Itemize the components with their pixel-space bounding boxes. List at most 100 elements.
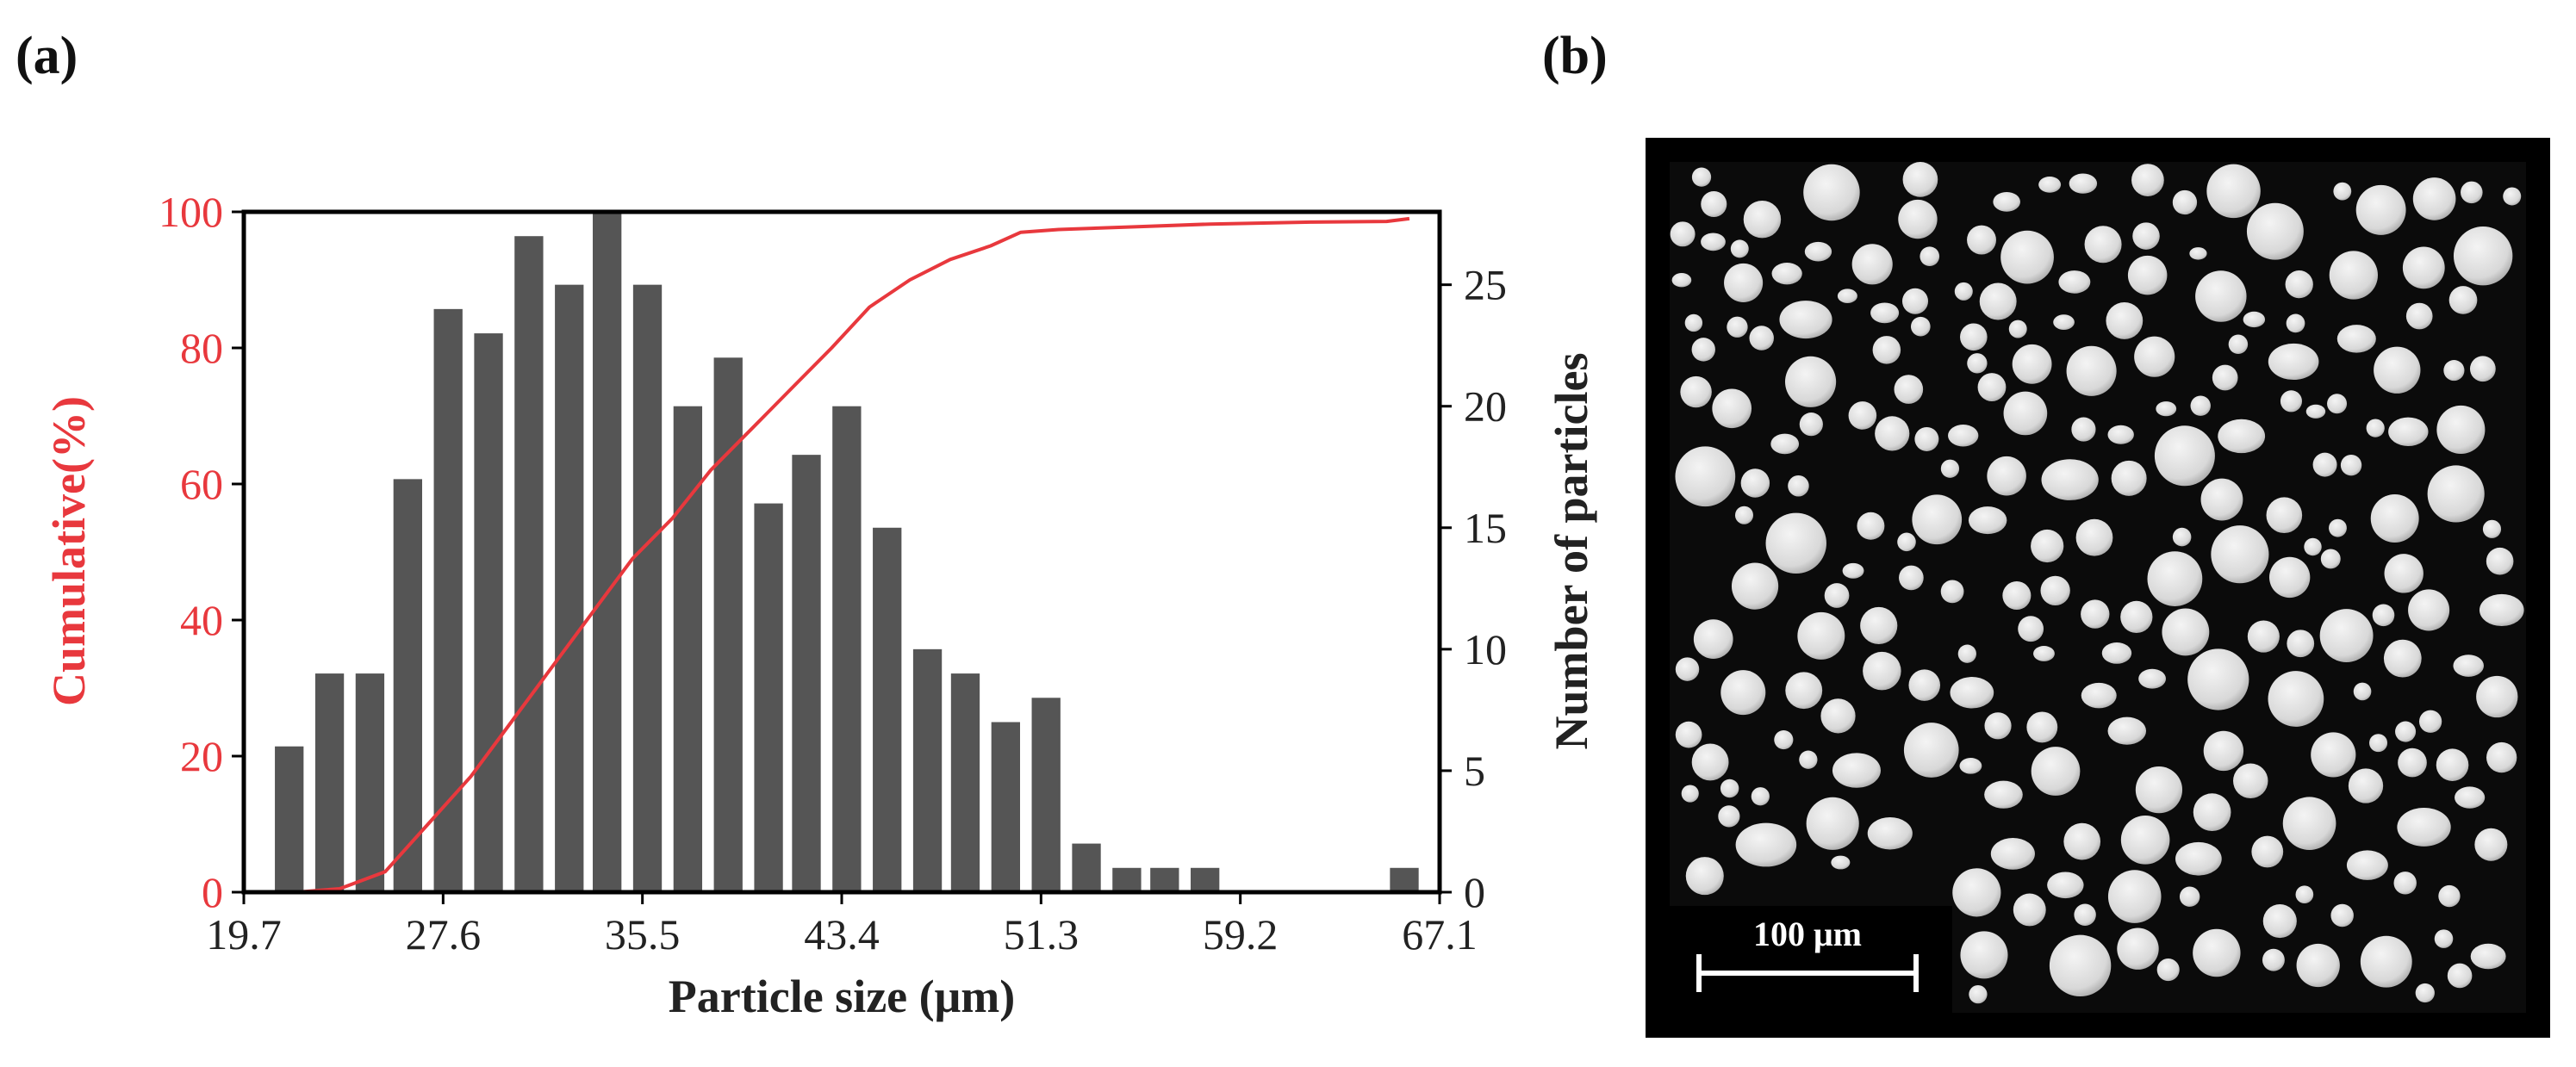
powder-particle — [2360, 935, 2412, 988]
powder-particle — [1863, 651, 1901, 691]
powder-particle — [1851, 244, 1893, 285]
powder-particle — [2206, 164, 2261, 219]
powder-particle — [2353, 682, 2372, 701]
powder-particle — [1701, 233, 1726, 251]
powder-particle — [2448, 286, 2478, 314]
x-tick-label: 35.5 — [605, 910, 681, 958]
powder-particle — [1954, 282, 1973, 301]
powder-particle — [1720, 670, 1766, 716]
powder-particle — [2040, 575, 2070, 606]
y-left-tick-label: 20 — [180, 732, 223, 780]
y-right-tick-label: 5 — [1464, 747, 1485, 795]
y-left-tick-label: 80 — [180, 324, 223, 372]
powder-particle — [1960, 323, 1988, 351]
histogram-bar — [1072, 843, 1101, 892]
powder-particle — [2436, 405, 2486, 454]
powder-particle — [2111, 460, 2147, 496]
powder-particle — [1731, 562, 1779, 610]
powder-particle — [2031, 747, 2081, 796]
powder-particle — [2189, 247, 2207, 260]
y-right-tick-label: 0 — [1464, 868, 1485, 916]
powder-particle — [2369, 734, 2388, 753]
powder-particle — [2013, 893, 2046, 927]
powder-particle — [2329, 518, 2347, 537]
powder-particle — [1824, 583, 1850, 608]
powder-particle — [2228, 334, 2249, 354]
powder-particle — [2268, 671, 2324, 727]
histogram-bar — [474, 333, 503, 893]
powder-particle — [1675, 446, 1736, 507]
powder-particle — [2282, 797, 2336, 851]
powder-particle — [1848, 401, 1877, 430]
powder-particle — [2127, 255, 2168, 295]
powder-particle — [2393, 872, 2417, 895]
powder-particle — [2162, 608, 2210, 656]
powder-particle — [2262, 904, 2297, 939]
powder-particle — [2033, 646, 2055, 661]
powder-particle — [2120, 815, 2170, 865]
powder-particle — [2374, 346, 2421, 394]
powder-particle — [2053, 314, 2075, 330]
powder-particle — [2081, 682, 2117, 709]
powder-particle — [1984, 712, 2012, 740]
powder-particle — [1735, 822, 1797, 867]
powder-particle — [1743, 201, 1782, 239]
powder-particle — [1734, 506, 1754, 524]
panel-label-a: (a) — [16, 27, 78, 85]
powder-particle — [2172, 527, 2192, 547]
powder-particle — [1912, 494, 1963, 545]
powder-particle — [2355, 184, 2406, 235]
powder-particle — [1749, 326, 1774, 350]
powder-particle — [2247, 620, 2280, 653]
powder-particle — [1730, 239, 1749, 258]
powder-particle — [2415, 983, 2435, 1003]
y-left-tick-label: 40 — [180, 596, 223, 644]
powder-particle — [2058, 270, 2091, 294]
powder-particle — [2388, 417, 2429, 447]
powder-particle — [2071, 417, 2096, 442]
powder-particle — [1712, 388, 1752, 429]
powder-particle — [2280, 390, 2302, 413]
powder-particle — [1693, 619, 1733, 659]
powder-particle — [1952, 868, 2001, 917]
histogram-bar — [1031, 698, 1061, 892]
y-right-tick-label: 15 — [1464, 504, 1507, 552]
powder-particle — [2320, 549, 2341, 569]
powder-particle — [2211, 525, 2269, 584]
powder-particle — [2131, 164, 2164, 196]
powder-particle — [1908, 669, 1941, 701]
histogram-bar — [393, 479, 422, 892]
y-right-tick-label: 10 — [1464, 625, 1507, 673]
histogram-bar — [950, 673, 980, 892]
powder-particle — [1797, 611, 1845, 660]
powder-particle — [2190, 395, 2211, 416]
powder-particle — [2486, 547, 2514, 575]
powder-particle — [2251, 835, 2284, 868]
histogram-bar — [555, 284, 584, 893]
powder-particle — [2476, 675, 2518, 718]
powder-particle — [1785, 672, 1823, 710]
powder-particle — [1771, 262, 1802, 285]
histogram-bar — [632, 284, 663, 893]
powder-particle — [2305, 404, 2326, 419]
powder-particle — [2402, 246, 2445, 289]
powder-particle — [2453, 226, 2513, 286]
powder-particle — [2366, 419, 2385, 437]
powder-particle — [1875, 416, 1910, 451]
powder-particle — [2026, 711, 2058, 743]
powder-particle — [1701, 190, 1727, 218]
powder-particle — [2370, 494, 2419, 543]
powder-particle — [2243, 311, 2266, 328]
powder-particle — [2246, 202, 2304, 260]
powder-particle — [2081, 599, 2110, 629]
powder-particle — [2327, 394, 2348, 414]
powder-particle — [2330, 903, 2354, 927]
histogram-bar — [832, 406, 862, 892]
powder-particle — [2117, 927, 2159, 970]
powder-particle — [2418, 710, 2442, 733]
histogram-bar — [1191, 867, 1220, 892]
powder-particle — [1901, 288, 1929, 314]
powder-particle — [2063, 822, 2101, 860]
powder-particle — [2195, 270, 2247, 322]
powder-particle — [1675, 657, 1700, 681]
